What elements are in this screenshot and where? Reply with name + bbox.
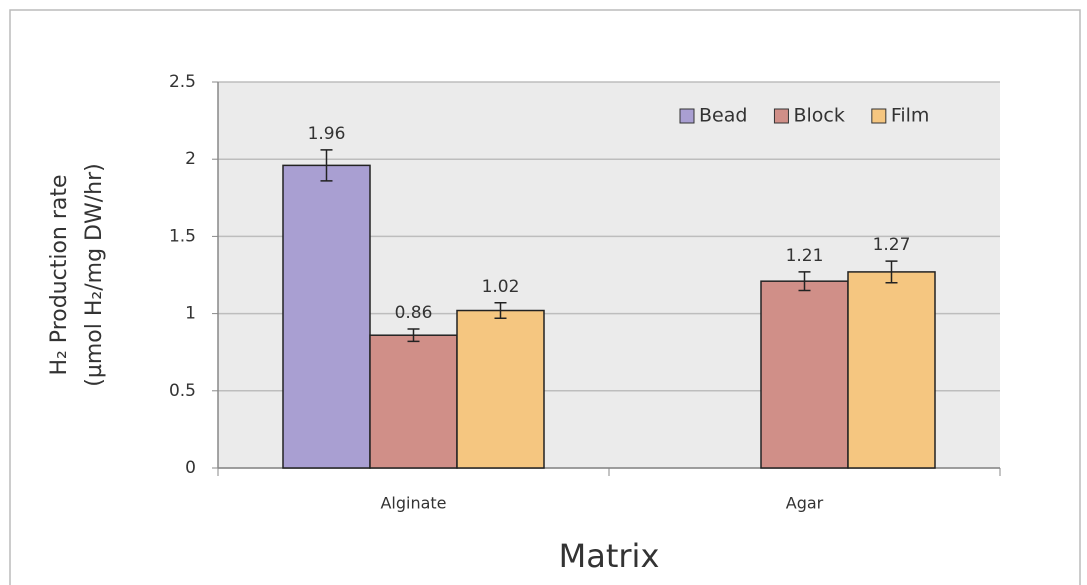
legend-label: Bead <box>699 105 747 127</box>
y-tick-label: 1.5 <box>169 226 196 246</box>
legend-swatch <box>871 108 887 124</box>
y-axis-label: (µmol H₂/mg DW/hr) <box>82 163 107 386</box>
error-bar <box>885 260 898 284</box>
y-tick-label: 0 <box>185 458 196 478</box>
error-bar <box>407 328 420 343</box>
x-tick-label: Alginate <box>380 494 446 513</box>
y-tick-label: 2 <box>185 149 196 169</box>
bar <box>282 164 371 469</box>
legend-swatch <box>679 108 695 124</box>
legend-swatch <box>773 108 789 124</box>
bar <box>760 280 849 469</box>
bar <box>369 334 458 469</box>
data-label: 1.96 <box>308 124 346 144</box>
bar <box>847 271 936 469</box>
error-bar <box>798 271 811 292</box>
x-axis-label: Matrix <box>559 537 660 575</box>
x-tick-label: Agar <box>786 494 824 513</box>
error-bar <box>494 302 507 319</box>
y-tick-label: 1 <box>185 304 196 324</box>
y-tick-label: 0.5 <box>169 381 196 401</box>
data-label: 1.02 <box>482 277 520 297</box>
error-bar <box>320 149 333 182</box>
data-label: 1.21 <box>786 246 824 266</box>
chart-frame <box>9 9 1081 585</box>
data-label: 1.27 <box>873 235 911 255</box>
y-tick-label: 2.5 <box>169 72 196 92</box>
legend-label: Block <box>793 105 844 127</box>
legend-label: Film <box>891 105 930 127</box>
bar <box>456 309 545 469</box>
y-axis-label: H₂ Production rate <box>47 174 72 375</box>
data-label: 0.86 <box>395 303 433 323</box>
